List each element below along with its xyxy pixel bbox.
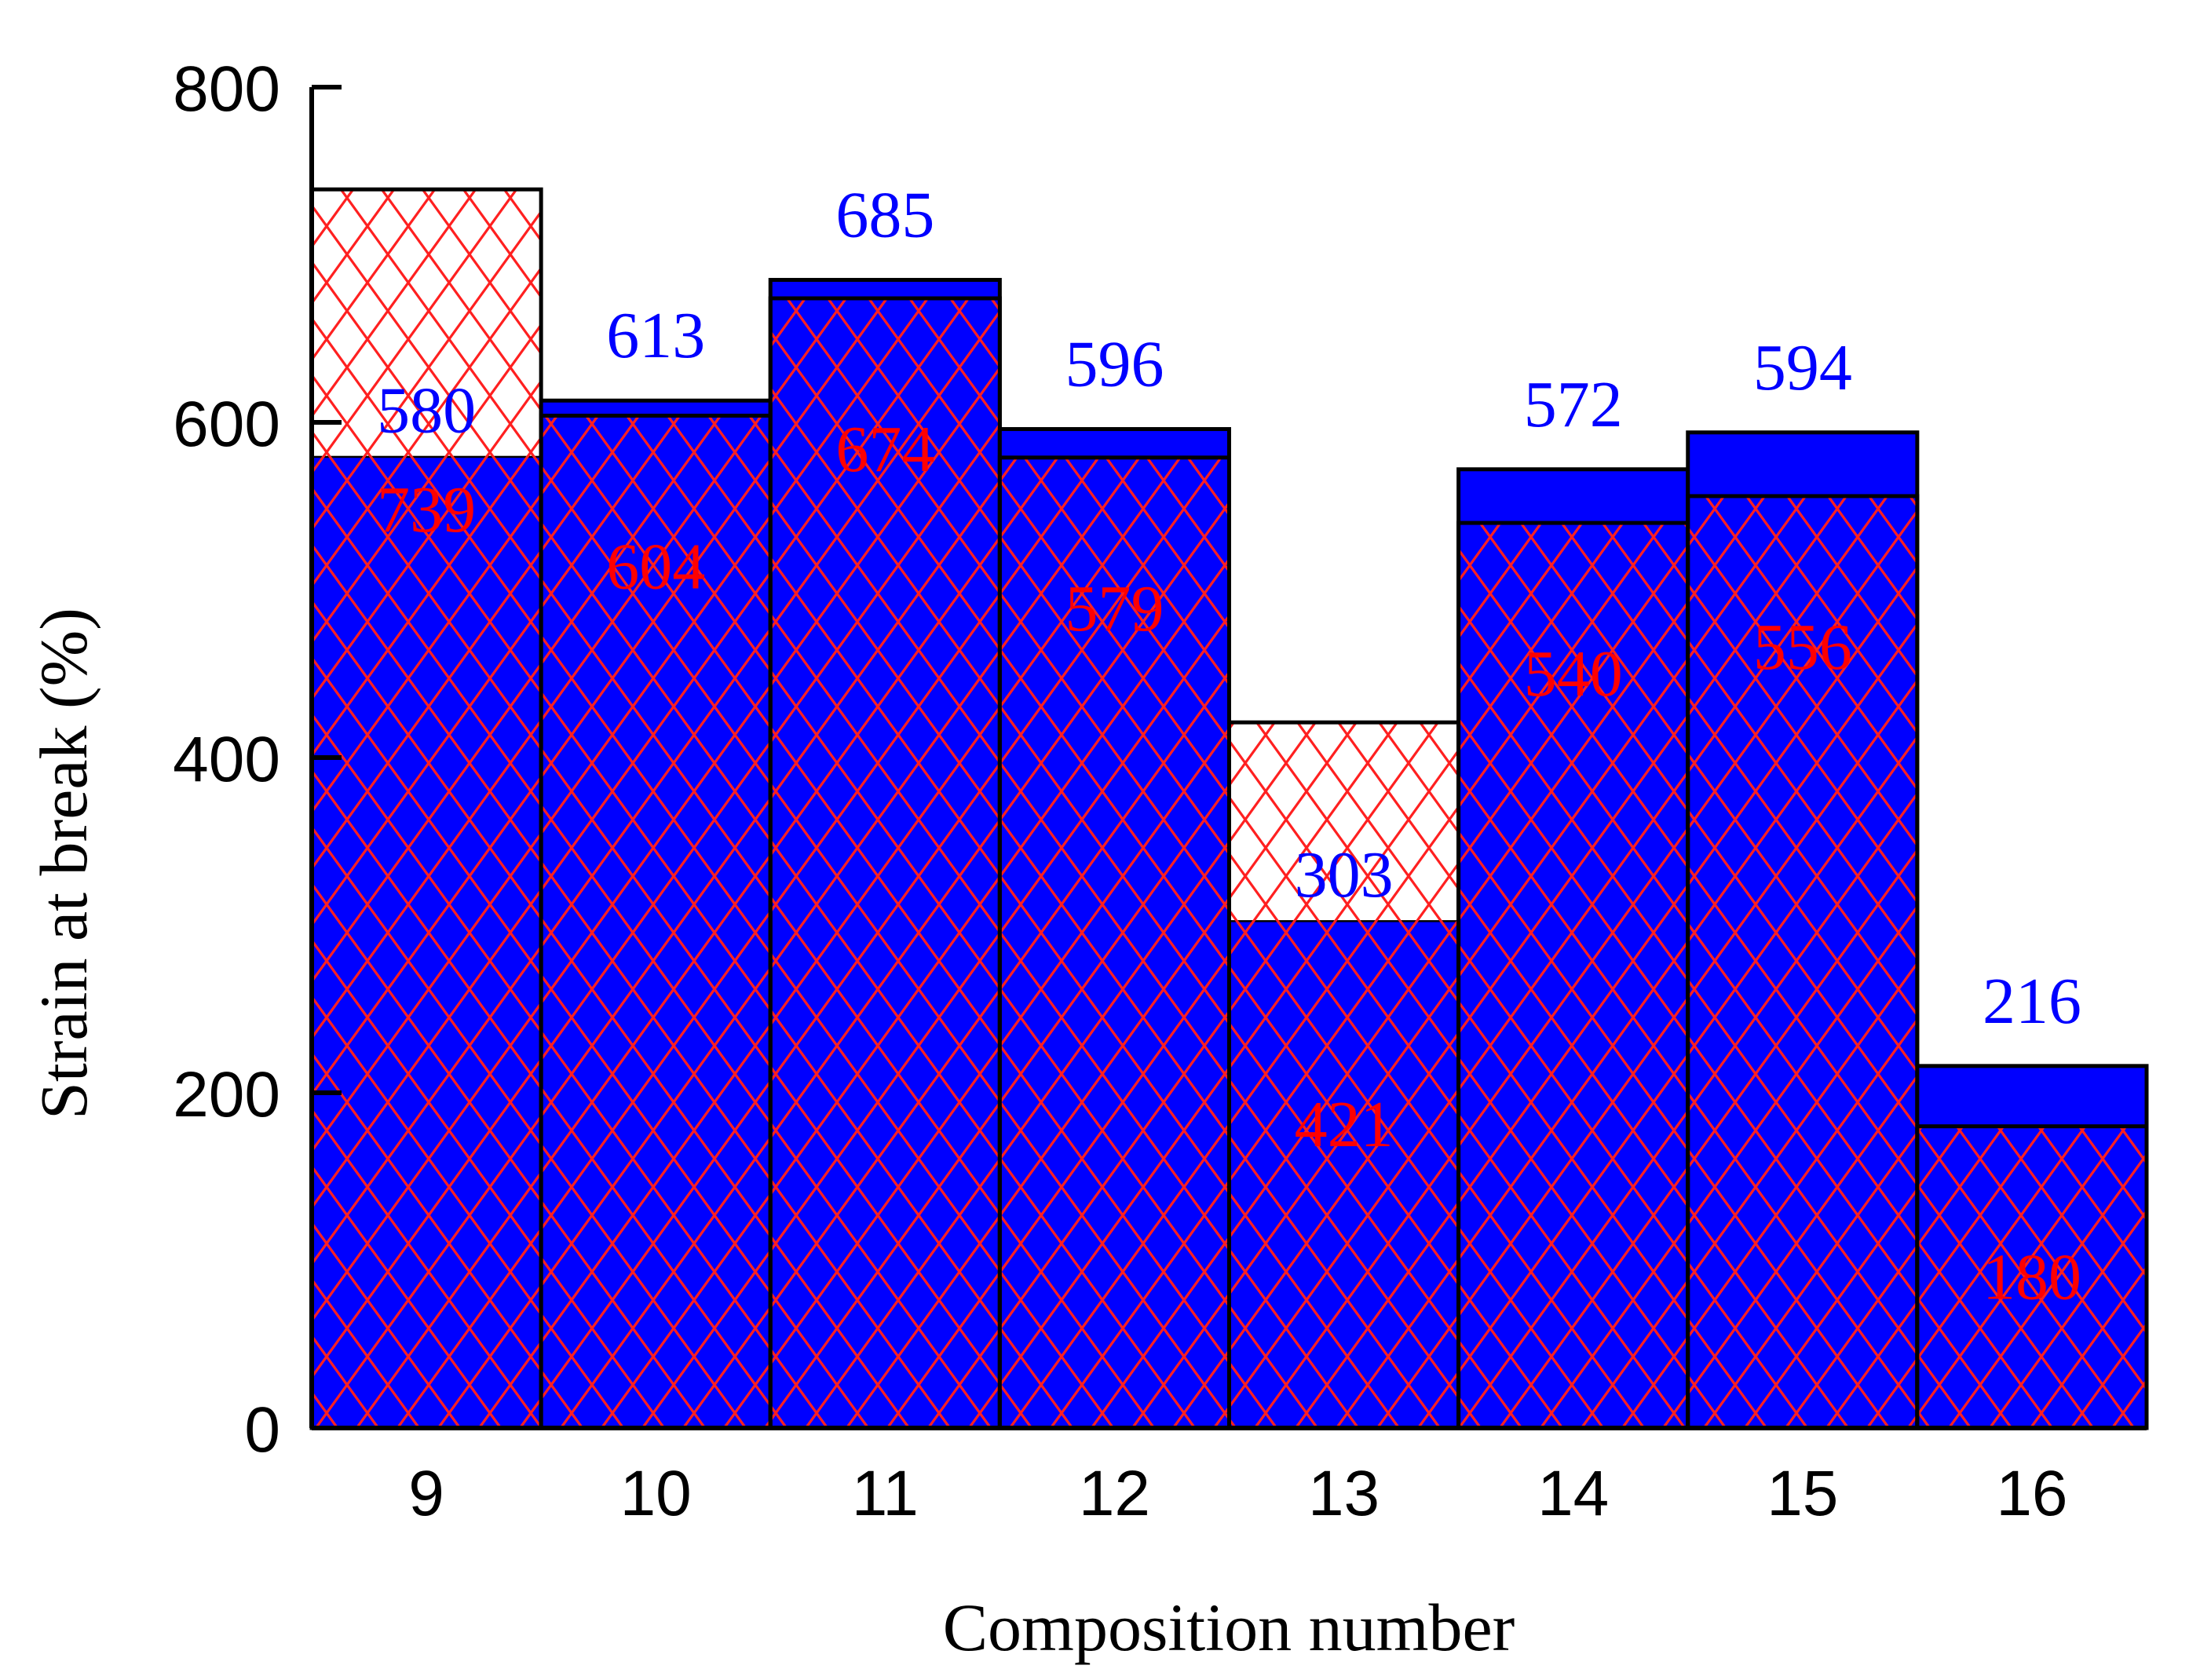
value-labels-group: 580 739 613 604 685 674 596 579 303 421 572 540 594 5…: [377, 179, 2081, 1314]
bar-group-11: [768, 278, 1002, 1430]
red-value-label: 556: [1753, 611, 1852, 684]
blue-value-label: 613: [606, 299, 705, 372]
y-axis-title: Strain at break (%): [26, 608, 101, 1119]
red-hatch-bar: [1227, 720, 1461, 1430]
red-hatch-bar: [309, 187, 543, 1430]
x-tick-label: 12: [1079, 1458, 1150, 1529]
red-value-label: 604: [606, 530, 705, 603]
bars-group: [309, 187, 2149, 1430]
y-tick-label: 400: [173, 724, 280, 795]
red-value-label: 739: [377, 473, 476, 546]
x-tick-label: 11: [852, 1458, 919, 1529]
red-value-label: 540: [1524, 637, 1623, 710]
blue-value-label: 596: [1065, 328, 1164, 401]
bar-group-13: [1227, 720, 1461, 1430]
blue-value-label: 572: [1524, 368, 1623, 441]
red-value-label: 421: [1295, 1088, 1394, 1161]
x-tick-label: 9: [408, 1458, 444, 1529]
red-value-label: 674: [835, 413, 934, 486]
x-axis-title: Composition number: [943, 1590, 1515, 1665]
red-hatch-bar: [1456, 520, 1690, 1430]
axes-group: 9 10 11 12 13 14 15 16 0 200 400 600 800: [173, 53, 2147, 1529]
x-tick-label: 16: [1996, 1458, 2067, 1529]
red-hatch-bar: [539, 413, 773, 1430]
blue-value-label: 594: [1753, 331, 1852, 404]
x-tick-label: 13: [1308, 1458, 1380, 1529]
blue-value-label: 580: [377, 374, 476, 447]
red-hatch-bar: [1915, 1124, 2149, 1430]
bar-group-16: [1915, 1064, 2149, 1430]
bar-group-14: [1456, 467, 1690, 1430]
red-hatch-bar: [1686, 494, 1920, 1430]
bar-group-10: [539, 398, 773, 1430]
bar-group-12: [997, 427, 1231, 1430]
bar-group-15: [1686, 430, 1920, 1430]
y-tick-label: 800: [173, 53, 280, 125]
y-tick-label: 600: [173, 389, 280, 460]
blue-value-label: 303: [1295, 838, 1394, 911]
y-tick-label: 200: [173, 1059, 280, 1130]
x-tick-label: 10: [620, 1458, 692, 1529]
blue-value-label: 685: [835, 179, 934, 252]
x-tick-label: 15: [1767, 1458, 1838, 1529]
x-tick-label: 14: [1537, 1458, 1609, 1529]
blue-value-label: 216: [1983, 965, 2081, 1038]
bar-group-9: [309, 187, 543, 1430]
red-value-label: 579: [1065, 572, 1164, 645]
red-hatch-bar: [997, 455, 1231, 1430]
red-value-label: 180: [1983, 1241, 2081, 1314]
y-tick-label: 0: [244, 1394, 280, 1466]
